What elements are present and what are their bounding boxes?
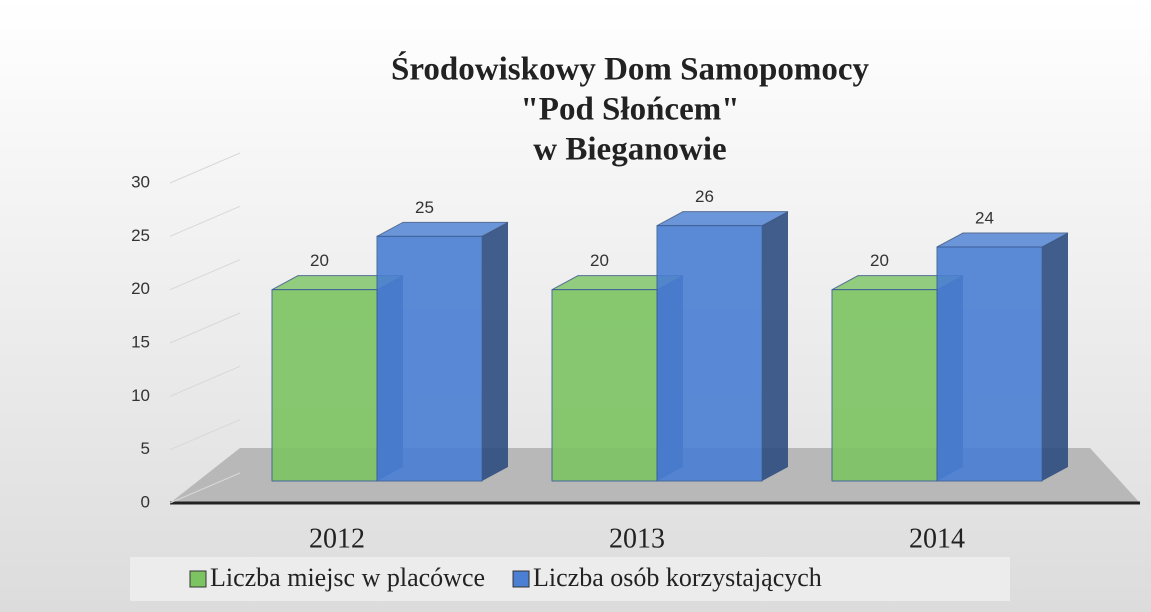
bar-side	[1042, 233, 1068, 481]
data-label: 20	[590, 251, 609, 270]
y-tick-label: 0	[141, 492, 150, 511]
legend-swatch	[512, 570, 530, 588]
grid-line	[169, 205, 241, 237]
bar	[831, 289, 938, 482]
data-label: 26	[695, 187, 714, 206]
grid-line	[169, 152, 241, 184]
bar	[656, 225, 763, 482]
x-tick-label: 2012	[309, 523, 365, 554]
grid-line	[169, 259, 241, 291]
chart-title: "Pod Słońcem"	[520, 92, 739, 128]
data-label: 25	[415, 198, 434, 217]
bar	[936, 246, 1043, 482]
legend-swatch	[189, 570, 207, 588]
bar	[271, 289, 378, 482]
grid-line	[169, 365, 241, 397]
data-label: 24	[975, 208, 994, 227]
grid-line	[169, 472, 241, 504]
legend-label: Liczba miejsc w placówce	[210, 563, 485, 592]
y-tick-label: 15	[131, 332, 150, 351]
y-tick-label: 25	[131, 226, 150, 245]
grid-line	[169, 312, 241, 344]
y-tick-label: 10	[131, 386, 150, 405]
bar	[376, 235, 483, 482]
data-label: 20	[870, 251, 889, 270]
bar-side	[762, 211, 788, 481]
bar-side	[482, 222, 508, 482]
y-tick-label: 30	[131, 172, 150, 191]
bar	[551, 289, 658, 482]
y-tick-label: 20	[131, 279, 150, 298]
x-tick-label: 2014	[909, 523, 965, 554]
y-tick-label: 5	[141, 439, 150, 458]
chart-title: w Bieganowie	[533, 132, 726, 168]
data-label: 20	[310, 251, 329, 270]
legend	[130, 557, 1010, 601]
x-tick-label: 2013	[609, 523, 665, 554]
grid-line	[169, 419, 241, 451]
chart-title: Środowiskowy Dom Samopomocy	[391, 50, 869, 88]
legend-label: Liczba osób korzystających	[533, 563, 822, 592]
